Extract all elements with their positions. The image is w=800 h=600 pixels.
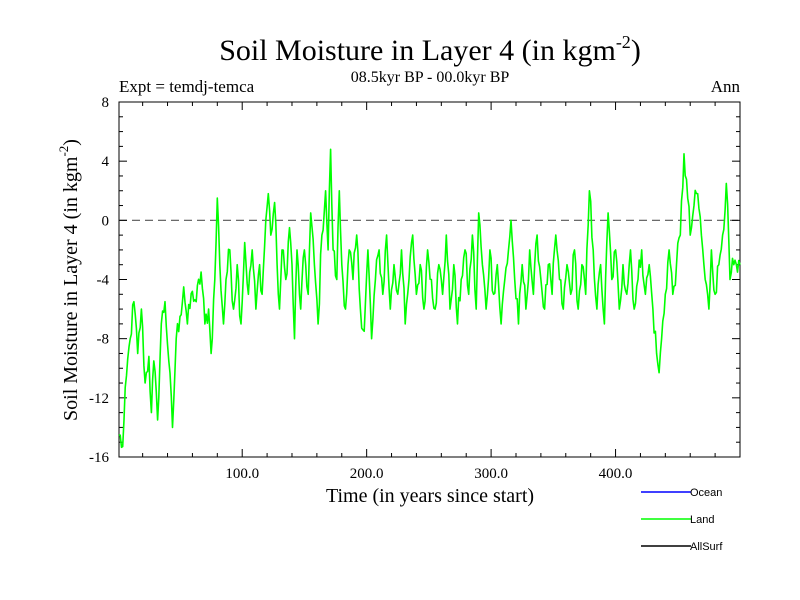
y-axis-label: Soil Moisture in Layer 4 (in kgm-2) [56,139,82,421]
x-tick-label: 200.0 [350,466,384,482]
y-axis: 8 4 0 -4 -8 -12 -16 [89,95,740,466]
y-tick-label: 4 [102,154,110,170]
subtitle-right: Ann [711,77,741,96]
x-tick-label: 300.0 [474,466,508,482]
legend-label-land: Land [690,514,714,526]
x-axis: 100.0 200.0 300.0 400.0 [142,102,716,482]
x-tick-label: 400.0 [599,466,633,482]
legend: Ocean Land AllSurf [641,487,723,553]
x-tick-label: 100.0 [225,466,259,482]
y-tick-label: -8 [97,332,110,348]
series-group [118,148,741,449]
y-tick-label: -12 [89,391,109,407]
y-tick-label: -4 [97,273,110,289]
y-tick-label: -16 [89,450,109,466]
x-axis-label: Time (in years since start) [326,485,534,507]
legend-label-allsurf: AllSurf [690,541,723,553]
subtitle-center: 08.5kyr BP - 00.0kyr BP [351,69,510,86]
y-tick-label: 0 [102,213,110,229]
chart-title: Soil Moisture in Layer 4 (in kgm-2) [219,32,641,67]
y-tick-label: 8 [102,95,110,111]
legend-label-ocean: Ocean [690,487,722,499]
subtitle-left: Expt = temdj-temca [119,77,255,96]
series-line-land [118,148,741,449]
